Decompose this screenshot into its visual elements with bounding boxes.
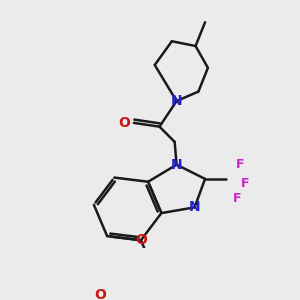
Text: O: O [94, 288, 106, 300]
Text: F: F [236, 158, 244, 171]
Text: F: F [233, 192, 242, 205]
Text: N: N [171, 94, 182, 108]
Text: N: N [189, 200, 200, 214]
Text: O: O [118, 116, 130, 130]
Text: F: F [241, 177, 249, 190]
Text: N: N [171, 158, 182, 172]
Text: O: O [135, 233, 147, 247]
